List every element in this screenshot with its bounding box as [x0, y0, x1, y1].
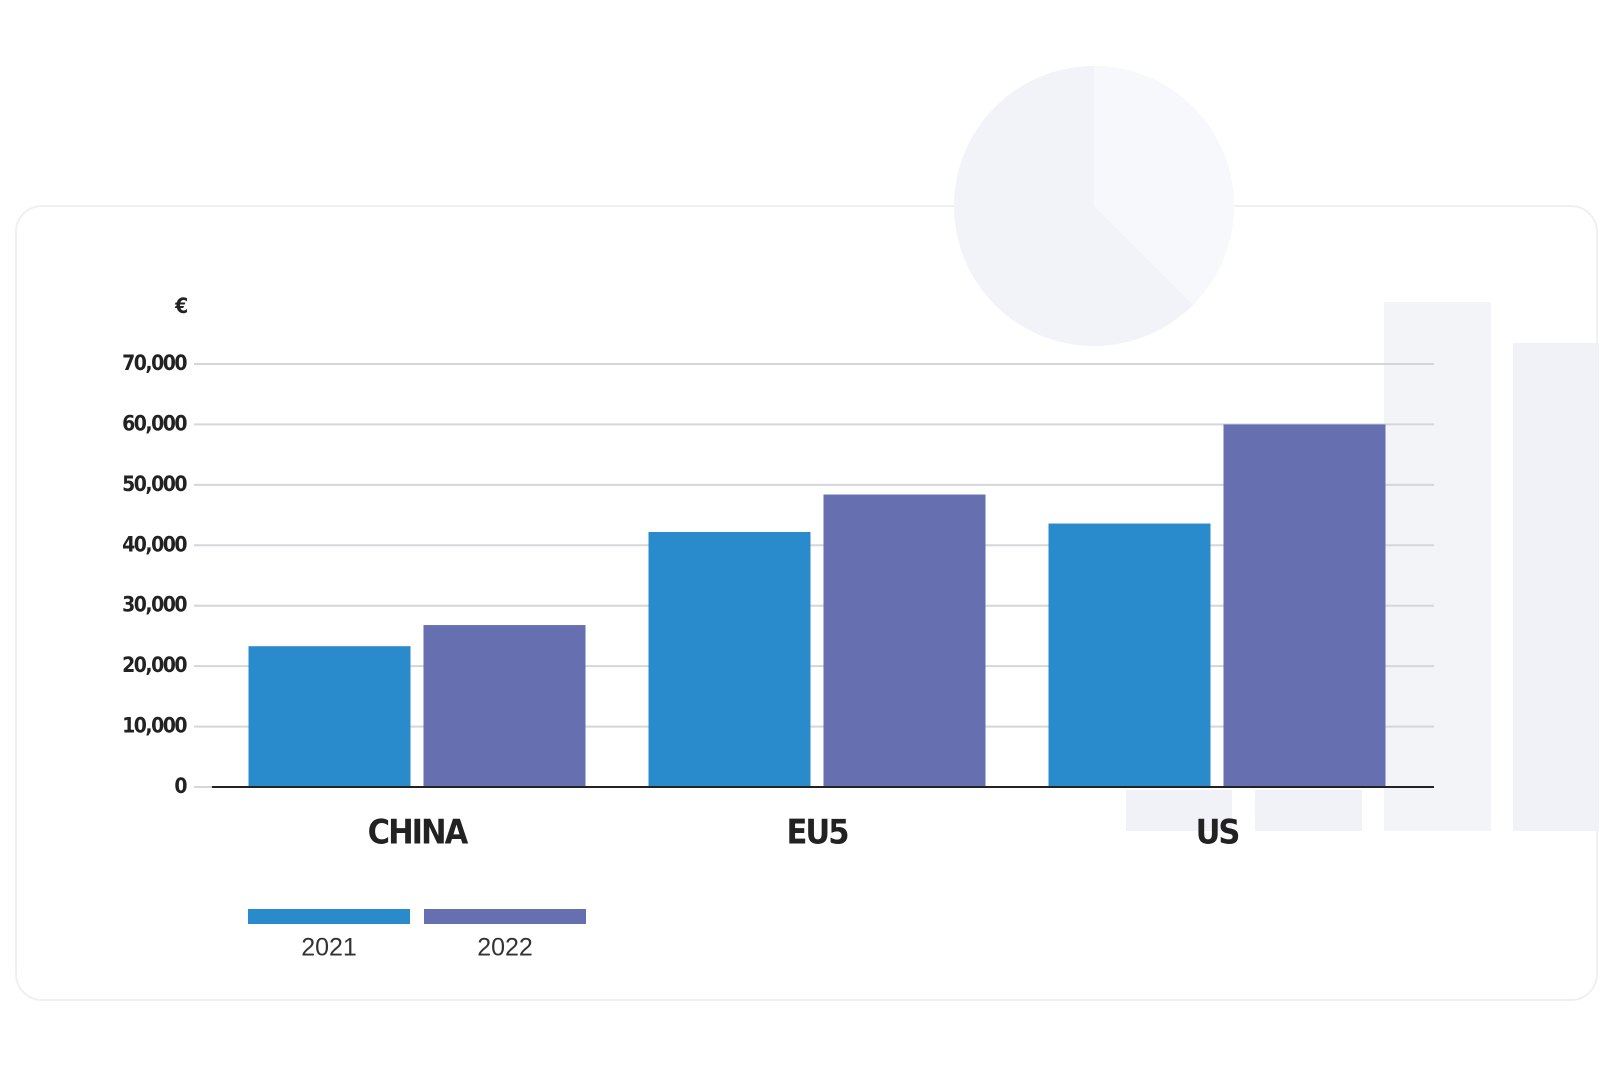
x-tick-label: EU5 [786, 813, 848, 853]
legend-label: 2022 [477, 934, 533, 962]
y-tick-label: 0 [174, 774, 187, 798]
bar [248, 646, 411, 787]
bar [648, 531, 811, 787]
legend-label: 2021 [301, 934, 357, 962]
legend-swatch [424, 909, 586, 924]
bar [423, 625, 586, 787]
y-tick-label: 70,000 [122, 351, 187, 375]
x-tick-label: US [1196, 813, 1239, 853]
bar [1223, 424, 1386, 787]
y-tick-label: 50,000 [122, 472, 187, 496]
y-tick-label: 40,000 [122, 532, 187, 556]
y-tick-label: 60,000 [122, 411, 187, 435]
x-tick-label: CHINA [368, 813, 469, 853]
y-axis-unit: € [174, 294, 187, 318]
y-tick-label: 10,000 [122, 714, 187, 738]
decoration [954, 66, 1599, 831]
y-tick-label: 30,000 [122, 593, 187, 617]
y-tick-label: 20,000 [122, 653, 187, 677]
bar [1048, 523, 1211, 787]
bar [823, 494, 986, 787]
legend-swatch [248, 909, 410, 924]
